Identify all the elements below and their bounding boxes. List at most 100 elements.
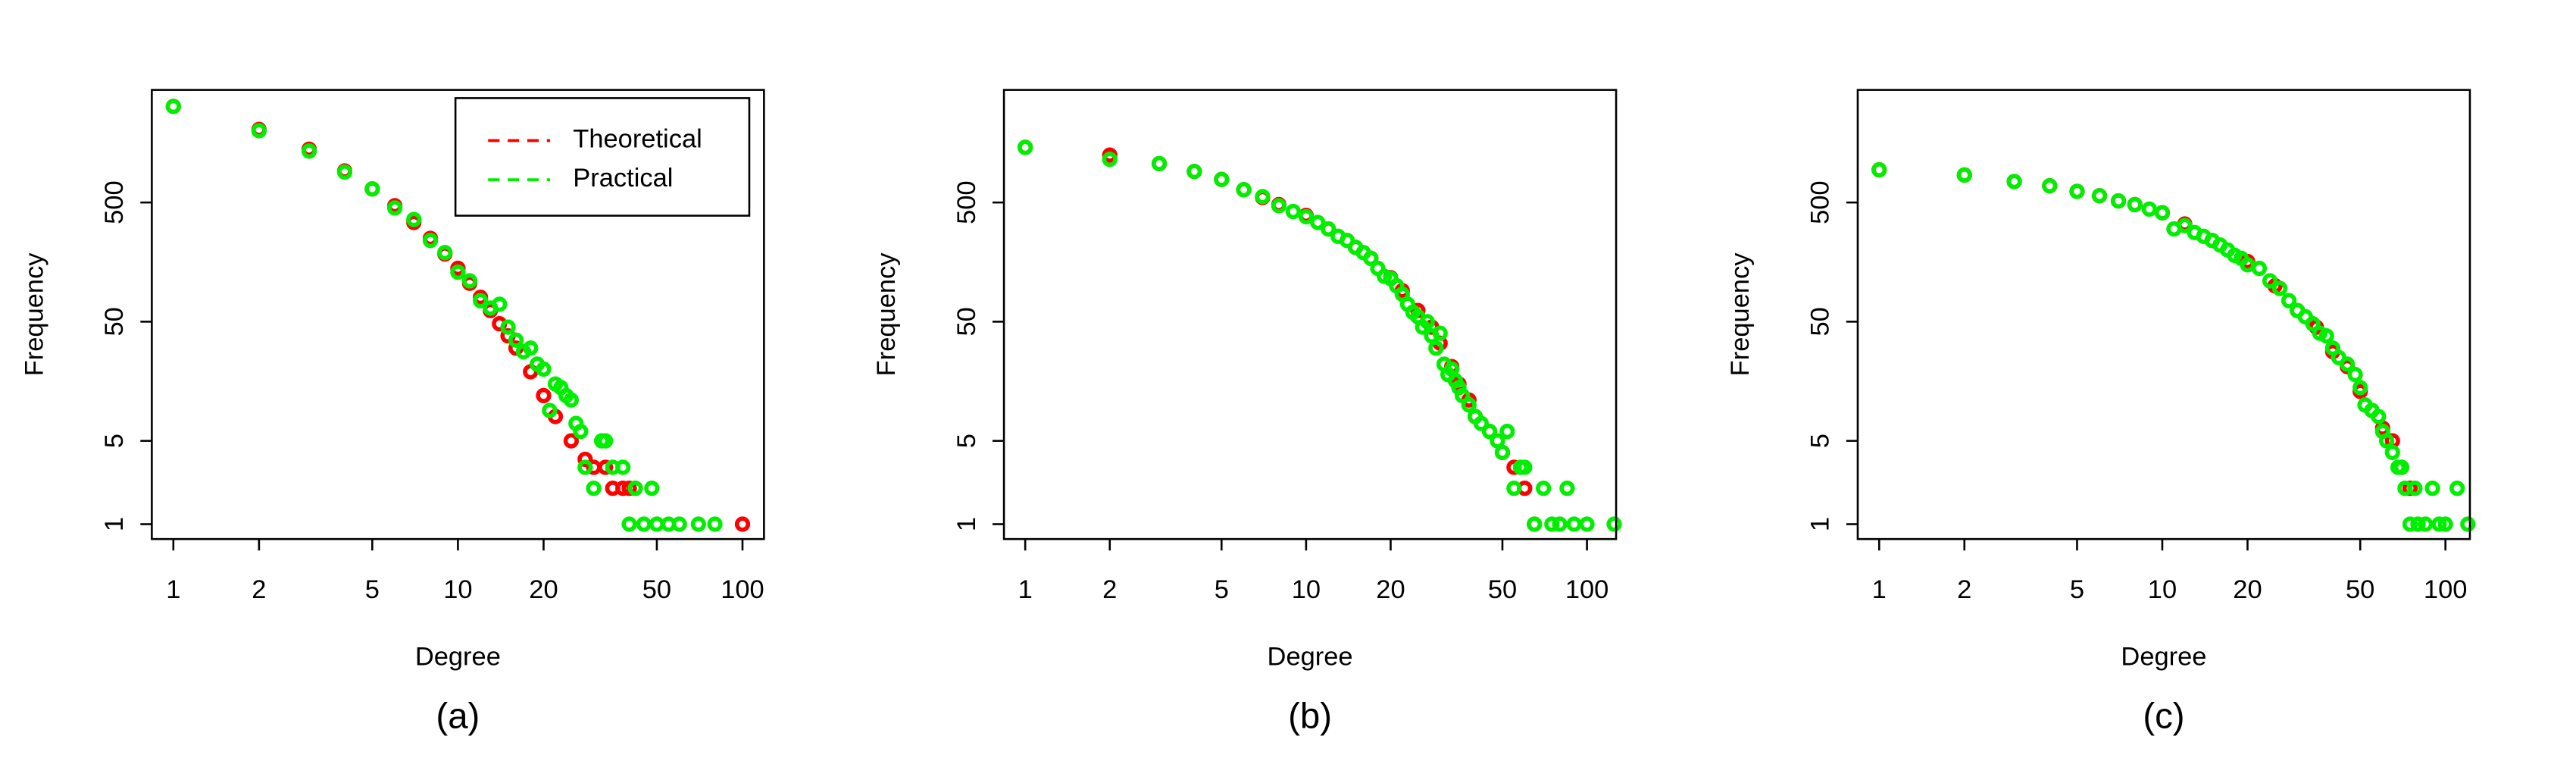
y-axis-title: Frequency xyxy=(20,252,49,377)
data-point xyxy=(386,200,403,216)
x-tick-label: 5 xyxy=(1215,575,1229,604)
data-point xyxy=(1419,314,1435,330)
data-point xyxy=(1536,481,1552,496)
data-point xyxy=(2262,273,2278,289)
x-tick-label: 5 xyxy=(2070,575,2084,604)
data-point xyxy=(165,99,181,114)
data-point xyxy=(577,451,593,468)
data-point xyxy=(1428,340,1444,356)
y-tick-label: 50 xyxy=(1806,307,1835,336)
data-point xyxy=(336,164,353,180)
data-point xyxy=(1579,516,1595,532)
data-point xyxy=(1481,424,1498,440)
data-point xyxy=(2460,516,2476,532)
data-point xyxy=(523,340,539,356)
data-point xyxy=(2271,280,2288,296)
data-point xyxy=(1321,221,1336,237)
data-point xyxy=(536,361,552,377)
plot-frame xyxy=(1856,89,2471,540)
data-point xyxy=(2449,481,2465,496)
data-point xyxy=(1527,516,1543,532)
data-point xyxy=(1871,161,1887,178)
data-point xyxy=(1214,171,1230,187)
y-tick-label: 50 xyxy=(100,307,129,336)
data-point xyxy=(2347,367,2363,383)
data-point xyxy=(364,181,380,197)
data-point xyxy=(2418,516,2434,532)
data-point xyxy=(1517,459,1533,475)
data-point xyxy=(1285,203,1302,220)
data-point xyxy=(2431,516,2447,532)
data-point xyxy=(461,273,478,289)
y-tick-label: 500 xyxy=(952,180,981,224)
x-axis-title: Degree xyxy=(2121,643,2206,672)
data-point xyxy=(1255,189,1271,205)
data-point xyxy=(734,516,751,532)
data-point xyxy=(636,516,652,532)
plot-frame xyxy=(1002,89,1618,540)
x-tick-label: 10 xyxy=(2148,575,2177,604)
data-point xyxy=(1566,516,1582,532)
data-point xyxy=(2006,174,2022,190)
x-tick-label: 20 xyxy=(1376,575,1405,604)
x-tick-label: 100 xyxy=(721,575,764,604)
data-point xyxy=(563,392,579,408)
data-point xyxy=(1186,164,1202,180)
x-tick-label: 5 xyxy=(365,575,380,604)
data-point xyxy=(492,296,508,312)
data-point xyxy=(2352,380,2368,396)
x-tick-label: 1 xyxy=(1872,575,1887,604)
data-point xyxy=(2281,293,2297,309)
data-point xyxy=(1298,208,1315,225)
data-point xyxy=(649,516,665,532)
data-point xyxy=(406,211,422,227)
data-point xyxy=(1544,516,1560,532)
data-point xyxy=(2177,218,2193,233)
x-tick-label: 1 xyxy=(166,575,180,604)
data-point xyxy=(598,433,614,449)
data-point xyxy=(1018,139,1033,155)
plot-frame xyxy=(151,89,765,540)
data-point xyxy=(1499,424,1515,440)
data-point xyxy=(1310,215,1326,230)
data-point xyxy=(2384,444,2400,460)
data-point xyxy=(1461,397,1477,413)
data-point xyxy=(1236,182,1252,198)
legend-box xyxy=(454,97,751,217)
data-point xyxy=(2393,459,2409,475)
y-tick-label: 5 xyxy=(952,434,981,448)
y-tick-label: 500 xyxy=(1806,180,1835,224)
data-point xyxy=(1494,444,1511,460)
panel: 1 2 5 10 20 50 100 1 5 50 500 Degree Frequency (b) xyxy=(872,89,1622,737)
caption: (a) xyxy=(436,697,480,737)
data-point xyxy=(1102,152,1118,168)
x-tick-label: 1 xyxy=(1018,575,1033,604)
data-point xyxy=(577,459,593,475)
data-point xyxy=(2424,481,2440,496)
panel: 1 2 5 10 20 50 100 1 5 50 500 Degree Frequency (c) xyxy=(1726,89,2476,737)
x-tick-label: 2 xyxy=(1957,575,1971,604)
data-point xyxy=(1552,516,1568,532)
y-axis-title: Frequency xyxy=(872,252,901,377)
data-point xyxy=(2091,188,2108,204)
x-tick-label: 50 xyxy=(2346,575,2374,604)
data-point xyxy=(1151,155,1168,171)
data-point xyxy=(2141,201,2157,217)
data-point xyxy=(2339,356,2356,372)
data-point xyxy=(690,516,706,532)
data-point xyxy=(707,516,723,532)
x-tick-label: 100 xyxy=(2424,575,2468,604)
data-point xyxy=(586,481,602,496)
data-point xyxy=(450,264,466,280)
data-point xyxy=(301,143,317,159)
data-point xyxy=(2305,316,2321,332)
data-point xyxy=(615,459,631,475)
panel: 1 2 5 10 20 50 100 1 5 50 500 Degree Frequency (a) The… xyxy=(20,89,765,737)
caption: (c) xyxy=(2143,697,2184,737)
x-tick-label: 20 xyxy=(2233,575,2262,604)
data-point xyxy=(598,459,614,475)
data-point xyxy=(563,433,579,449)
legend-label: Practical xyxy=(573,164,673,193)
data-point xyxy=(251,123,267,139)
